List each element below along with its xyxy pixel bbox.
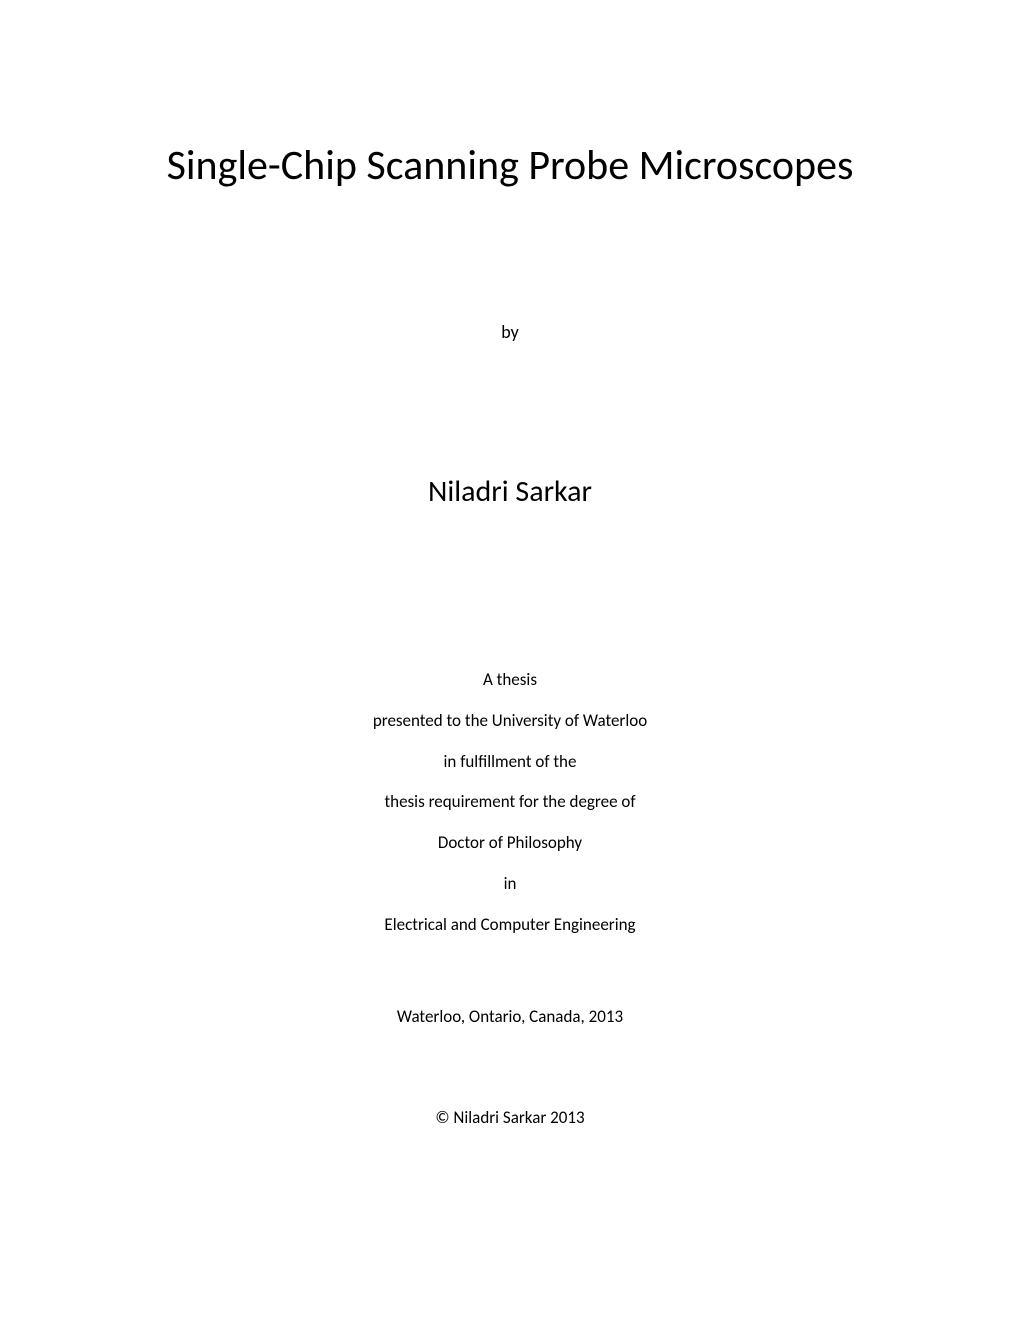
thesis-line: thesis requirement for the degree of [373,782,647,823]
thesis-line: presented to the University of Waterloo [373,701,647,742]
thesis-title: Single-Chip Scanning Probe Microscopes [167,140,854,191]
thesis-description-block: A thesis presented to the University of … [373,660,647,946]
thesis-line: Electrical and Computer Engineering [373,905,647,946]
thesis-title-page: Single-Chip Scanning Probe Microscopes b… [0,0,1020,1320]
thesis-line: A thesis [373,660,647,701]
author-name: Niladri Sarkar [428,473,592,510]
location-year: Waterloo, Ontario, Canada, 2013 [397,1006,623,1027]
thesis-line: in fulfillment of the [373,742,647,783]
thesis-line: Doctor of Philosophy [373,823,647,864]
thesis-line: in [373,864,647,905]
copyright-notice: © Niladri Sarkar 2013 [435,1107,584,1128]
by-label: by [501,321,519,343]
